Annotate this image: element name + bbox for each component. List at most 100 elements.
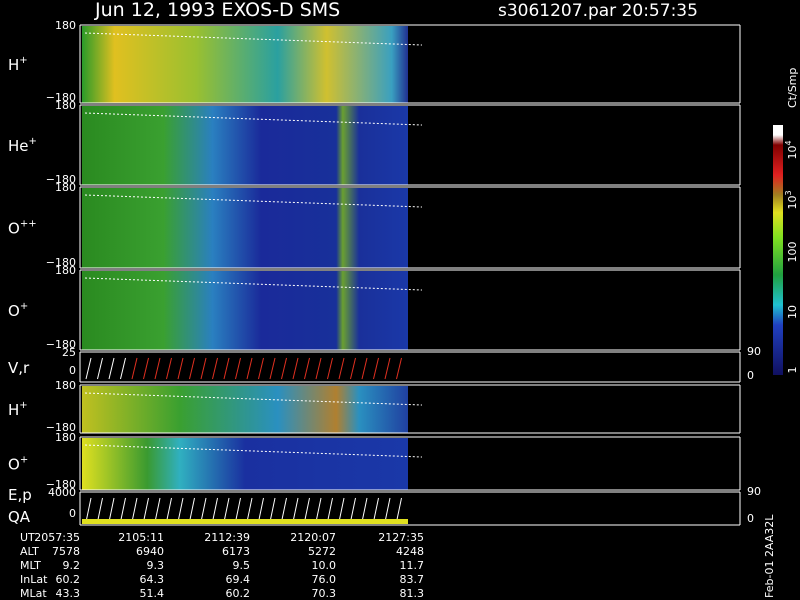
- tick-label: −180: [46, 478, 76, 491]
- tick-label: −180: [46, 421, 76, 434]
- label: O: [8, 220, 20, 238]
- label-sup: +: [29, 136, 37, 147]
- row-value: 6940: [136, 545, 164, 558]
- title: Jun 12, 1993 EXOS-D SMS: [94, 0, 340, 21]
- trace: [269, 357, 276, 380]
- trace: [315, 497, 322, 523]
- panel-label: O++: [8, 219, 37, 238]
- panel-label: H+: [8, 55, 28, 74]
- label: 100: [786, 242, 799, 263]
- row-value: 70.3: [312, 587, 337, 600]
- row-value: 9.3: [147, 559, 165, 572]
- label-sup: ++: [20, 219, 37, 230]
- row-name: UT: [20, 531, 35, 544]
- trace: [84, 112, 423, 126]
- row-value: 2120:07: [290, 531, 336, 544]
- qa-bar: [82, 519, 408, 524]
- label-sup: 4: [784, 140, 793, 145]
- tick-label: 0: [69, 364, 76, 377]
- row-value: 9.5: [233, 559, 251, 572]
- trace: [373, 497, 379, 523]
- colorbar-label: 10: [786, 305, 799, 319]
- row-value: 4248: [396, 545, 424, 558]
- trace: [108, 357, 115, 380]
- trace: [131, 357, 138, 380]
- trace: [97, 497, 103, 523]
- spectrogram: [82, 386, 408, 433]
- trace: [84, 392, 423, 406]
- trace: [84, 32, 423, 46]
- panel-label: O+: [8, 455, 28, 474]
- label: 10: [786, 146, 799, 160]
- panel-label: O+: [8, 301, 28, 320]
- colorbar-title: Ct/Smp: [786, 68, 799, 108]
- trace: [223, 497, 230, 523]
- colorbar-label: 100: [786, 242, 799, 263]
- tick-label: 180: [55, 379, 76, 392]
- trace: [166, 357, 172, 380]
- trace: [97, 357, 103, 380]
- trace: [304, 497, 310, 523]
- tick-label: 180: [55, 181, 76, 194]
- row-value: 64.3: [140, 573, 165, 586]
- label: He: [8, 137, 29, 155]
- trace: [85, 497, 92, 523]
- trace: [131, 497, 138, 523]
- label: 10: [786, 305, 799, 319]
- trace: [84, 194, 423, 208]
- trace: [235, 357, 241, 380]
- row-value: 6173: [222, 545, 250, 558]
- trace: [361, 357, 368, 380]
- trace: [154, 497, 161, 523]
- trace: [143, 357, 149, 380]
- trace: [258, 357, 264, 380]
- label-sup: 3: [784, 190, 793, 195]
- panel-label: QA: [8, 508, 31, 526]
- row-value: 5272: [308, 545, 336, 558]
- tick-label: 180: [55, 264, 76, 277]
- tick-label: 180: [55, 431, 76, 444]
- row-value: 60.2: [226, 587, 251, 600]
- label: O: [8, 456, 20, 474]
- trace: [85, 357, 92, 380]
- label: O: [8, 302, 20, 320]
- spectrogram: [82, 438, 408, 490]
- trace: [189, 497, 195, 523]
- colorbar: [773, 125, 783, 375]
- panel-label: H+: [8, 400, 28, 419]
- trace: [212, 357, 218, 380]
- row-value: 81.3: [400, 587, 425, 600]
- spectrogram: [82, 271, 408, 350]
- tick-label: 0: [69, 507, 76, 520]
- label: E,p: [8, 486, 32, 504]
- trace: [258, 497, 264, 523]
- trace: [200, 357, 207, 380]
- trace: [281, 357, 287, 380]
- trace: [120, 357, 126, 380]
- label-sup: +: [20, 455, 28, 466]
- label: V,r: [8, 359, 30, 377]
- trace: [166, 497, 172, 523]
- tick-label: 90: [747, 485, 761, 498]
- row-value: 2105:11: [118, 531, 164, 544]
- trace: [269, 497, 276, 523]
- panel-label: He+: [8, 136, 37, 155]
- trace: [292, 357, 299, 380]
- label: H: [8, 56, 19, 74]
- trace: [84, 444, 423, 458]
- trace: [246, 497, 253, 523]
- trace: [154, 357, 161, 380]
- trace: [84, 277, 423, 291]
- tick-label: −180: [46, 91, 76, 104]
- row-value: 2112:39: [204, 531, 250, 544]
- colorbar-label: 104: [784, 140, 799, 159]
- row-value: 9.2: [63, 559, 81, 572]
- file-info: s3061207.par 20:57:35: [498, 1, 698, 21]
- trace: [315, 357, 322, 380]
- label-sup: +: [19, 55, 27, 66]
- trace: [338, 497, 345, 523]
- label: 10: [786, 196, 799, 210]
- row-value: 69.4: [226, 573, 251, 586]
- panel-label: V,r: [8, 359, 30, 377]
- trace: [396, 497, 402, 523]
